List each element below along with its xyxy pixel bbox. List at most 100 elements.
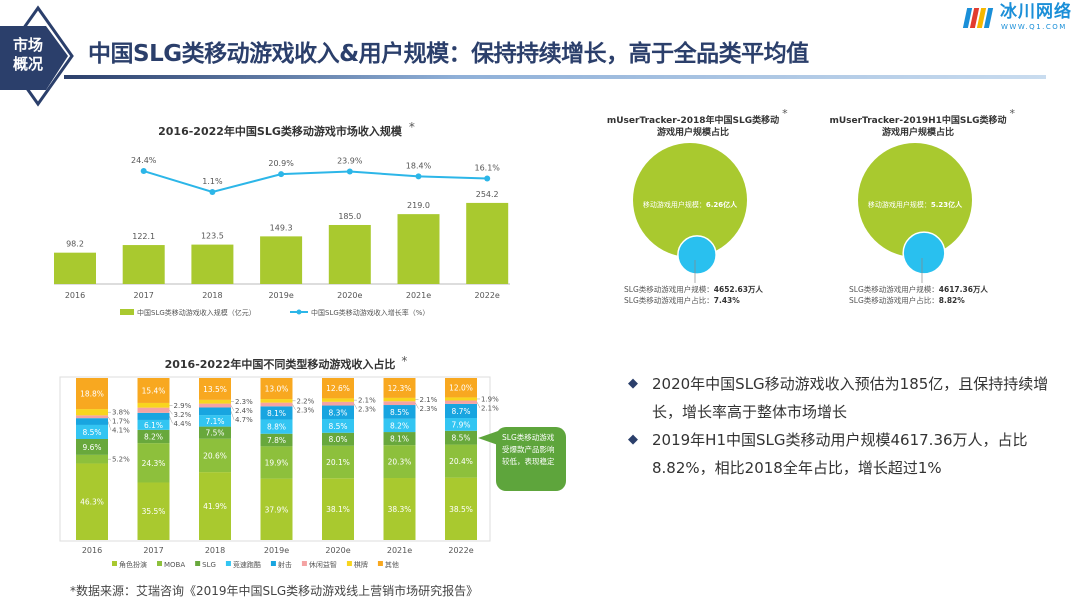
x-tick-label: 2019e [268,291,293,300]
slg-stat-value: 7.43% [714,296,741,305]
segment-label: 8.8% [267,423,286,432]
user-chart-title-mark: * [1010,107,1016,120]
legend-label: 棋牌 [354,560,368,569]
stacked-segment [322,405,354,419]
slg-stat-label: SLG类移动游戏用户规模： [624,284,714,294]
bar [260,236,303,284]
stacked-segment [322,418,354,433]
segment-label: 12.0% [449,384,473,393]
bar-label: 149.3 [270,223,293,232]
segment-label: 19.9% [265,458,289,467]
growth-point [278,171,285,178]
bar-label: 219.0 [407,201,430,210]
stacked-segment [76,409,108,416]
segment-label: 20.1% [326,458,350,467]
segment-label: 8.2% [144,432,163,441]
bar-label: 123.5 [201,232,224,241]
segment-label: 3.8% [112,409,130,417]
segment-label: 2.3% [358,406,376,414]
stacked-segment [199,426,231,439]
user-chart-title: mUserTracker-2018年中国SLG类移动 [607,114,779,126]
bullet-text: 2020年中国SLG移动游戏收入预估为185亿，且保持持续增长，增长率高于整体市… [652,375,1049,421]
diamond-bullet-icon: ◆ [628,376,638,391]
stacked-segment [199,438,231,473]
segment-label: 38.5% [449,505,473,514]
legend-swatch [157,561,162,566]
stacked-segment [260,446,293,479]
segment-label: 4.1% [112,427,130,435]
legend-swatch [112,561,117,566]
slg-stat-label: SLG类移动游戏用户占比： [624,295,714,305]
bullet-text: 2019年H1中国SLG类移动用户规模4617.36万人，占比8.82%，相比2… [652,431,1028,477]
legend-swatch [301,561,307,566]
stacked-segment [260,399,293,403]
stacked-segment [76,424,108,439]
segment-label: 7.1% [205,417,224,426]
segment-leader [230,405,235,411]
user-chart-title: mUserTracker-2019H1中国SLG类移动 [829,114,1006,126]
segment-label: 2.1% [420,396,438,404]
growth-point [140,168,147,175]
segment-leader [107,421,112,431]
x-tick-label: 2016 [82,546,102,555]
stacked-segment [137,407,170,413]
slg-users-circle [677,235,717,275]
segment-label: 1.9% [481,395,499,403]
stacked-segment [445,378,477,398]
growth-label: 16.1% [474,164,500,173]
total-users-label: 移动游戏用户规模：5.23亿人 [868,200,963,209]
x-tick-label: 2018 [202,291,222,300]
stacked-segment [76,418,108,425]
segment-label: 8.7% [451,407,470,416]
legend-label: 中国SLG类移动游戏收入增长率（%） [311,308,429,317]
legend-swatch [270,561,276,566]
segment-label: 7.9% [451,420,470,429]
bar [466,202,509,284]
segment-label: 3.2% [174,411,192,419]
legend-label: MOBA [164,561,185,569]
company-logo-url: WWW.Q1.COM [1001,23,1067,31]
stacked-segment [76,463,108,540]
legend-swatch [296,309,302,315]
segment-leader [476,402,481,409]
bar-label: 98.2 [66,240,84,249]
stacked-segment [322,398,354,402]
slg-stat: SLG类移动游戏用户规模：4617.36万人 [849,284,988,294]
slg-stat: SLG类移动游戏用户规模：4652.63万人 [624,284,763,294]
stacked-segment [260,378,293,400]
segment-label: 20.4% [449,457,473,466]
segment-label: 2.1% [358,397,376,405]
segment-label: 4.4% [174,420,192,428]
total-users-label-text: 移动游戏用户规模： [643,200,706,209]
segment-label: 20.6% [203,451,227,460]
stacked-segment [445,418,477,431]
segment-label: 38.1% [326,505,350,514]
stacked-segment [322,378,354,399]
legend-label: SLG [202,561,216,569]
stacked-segment [199,403,231,408]
section-badge-icon [0,5,74,107]
slg-stat-label: SLG类移动游戏用户规模： [849,284,939,294]
bullet-item: ◆ 2020年中国SLG移动游戏收入预估为185亿，且保持持续增长，增长率高于整… [628,370,1058,426]
stacked-segment [322,401,354,406]
bar-label: 185.0 [338,212,361,221]
growth-point [346,168,353,175]
segment-label: 4.7% [235,416,253,424]
segment-label: 2.2% [297,397,315,405]
legend-swatch [346,561,352,566]
callout-pointer [478,431,498,445]
bar [122,245,165,284]
segment-label: 8.1% [267,409,286,418]
total-users-circle [633,143,747,257]
x-tick-label: 2020e [325,546,350,555]
segment-leader [415,403,419,409]
chart-title: 2016-2022年中国SLG类移动游戏市场收入规模 [158,124,403,138]
growth-label: 24.4% [131,156,157,165]
segment-label: 9.6% [82,443,101,452]
segment-label: 37.9% [265,505,289,514]
segment-leader [169,416,173,424]
stacked-segment [383,397,416,402]
callout-note: SLG类移动游戏受爆款产品影响较低，表现稳定 [496,427,566,491]
growth-label: 18.4% [406,161,432,170]
x-tick-label: 2018 [205,546,225,555]
